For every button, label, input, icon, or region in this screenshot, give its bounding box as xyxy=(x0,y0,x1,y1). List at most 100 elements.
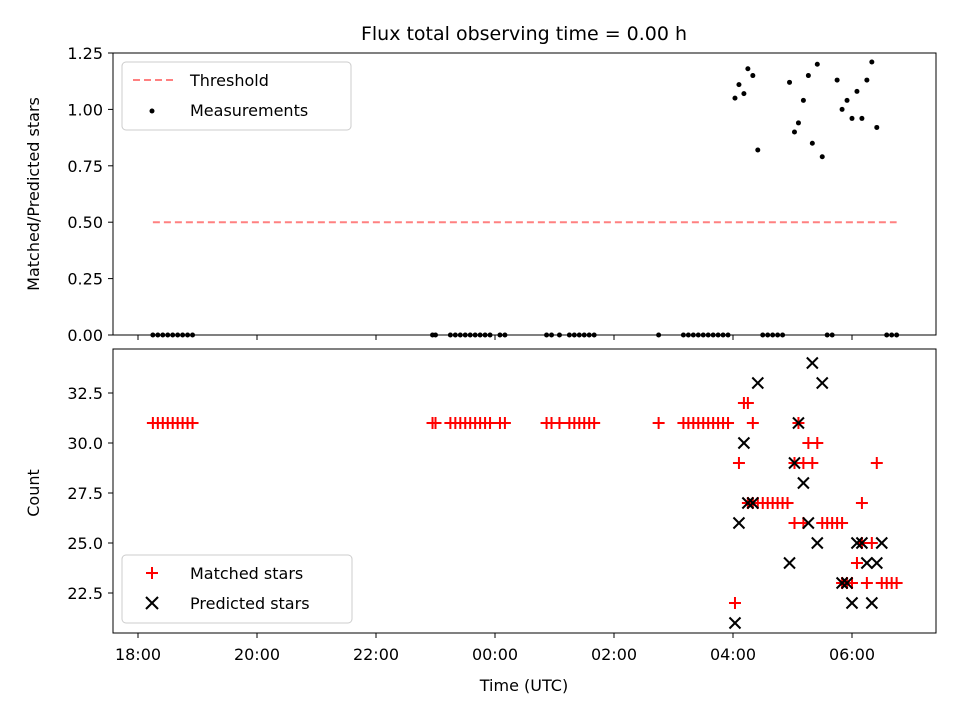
measurement-point xyxy=(175,332,181,338)
predicted-stars-points xyxy=(728,356,888,630)
measurement-point xyxy=(800,97,806,103)
matched-star-point xyxy=(890,577,903,589)
bottom-x-label: Time (UTC) xyxy=(479,676,568,695)
measurement-point xyxy=(736,82,742,88)
bottom-y-label: Count xyxy=(24,469,43,517)
measurement-point xyxy=(889,332,895,338)
measurement-point xyxy=(809,140,815,146)
measurement-point xyxy=(849,115,855,121)
measurement-point xyxy=(854,88,860,94)
matched-star-point xyxy=(588,417,601,429)
top-y-tick-label: 0.00 xyxy=(67,326,103,345)
matched-star-point xyxy=(870,457,883,469)
bottom-y-tick-label: 22.5 xyxy=(67,584,103,603)
measurement-point xyxy=(477,332,483,338)
legend-measurements-swatch xyxy=(149,108,155,114)
measurement-point xyxy=(487,332,493,338)
top-title: Flux total observing time = 0.00 h xyxy=(361,23,687,45)
bottom-legend-box xyxy=(121,554,353,624)
matched-star-point xyxy=(746,417,759,429)
measurement-point xyxy=(765,332,771,338)
bottom-x-tick-label: 02:00 xyxy=(591,645,637,664)
measurement-point xyxy=(571,332,577,338)
measurement-point xyxy=(824,332,830,338)
measurement-point xyxy=(819,154,825,160)
top-y-label: Matched/Predicted stars xyxy=(24,97,43,291)
matched-star-point xyxy=(850,557,863,569)
measurement-point xyxy=(482,332,488,338)
measurement-point xyxy=(859,115,865,121)
measurement-point xyxy=(760,332,766,338)
measurement-point xyxy=(556,332,562,338)
matched-star-point xyxy=(781,497,794,509)
measurement-point xyxy=(190,332,196,338)
measurement-point xyxy=(165,332,171,338)
matched-star-point xyxy=(722,417,735,429)
measurement-point xyxy=(185,332,191,338)
matched-star-point xyxy=(741,397,754,409)
predicted-star-point xyxy=(737,436,751,450)
measurement-point xyxy=(869,59,875,65)
measurement-point xyxy=(755,147,761,153)
measurement-point xyxy=(497,332,503,338)
legend-predicted-label: Predicted stars xyxy=(190,594,310,613)
predicted-star-point xyxy=(741,496,755,510)
measurement-point xyxy=(180,332,186,338)
predicted-star-point xyxy=(816,376,829,390)
measurement-point xyxy=(710,332,716,338)
predicted-star-point xyxy=(802,516,815,530)
measurement-point xyxy=(160,332,166,338)
measurement-point xyxy=(591,332,597,338)
matched-star-point xyxy=(865,537,878,549)
measurement-point xyxy=(834,77,840,83)
bottom-legend: Matched stars Predicted stars xyxy=(121,554,353,624)
measurement-point xyxy=(467,332,473,338)
measurement-point xyxy=(705,332,711,338)
bottom-y-ticks: 22.5 25.0 27.5 30.0 32.5 xyxy=(67,384,113,603)
predicted-star-point xyxy=(855,536,869,550)
matched-star-point xyxy=(860,577,873,589)
top-y-tick-label: 0.75 xyxy=(67,157,103,176)
predicted-star-point xyxy=(797,476,810,490)
measurement-point xyxy=(170,332,176,338)
measurement-point xyxy=(745,66,751,72)
measurement-point xyxy=(720,332,726,338)
measurement-point xyxy=(462,332,468,338)
matched-star-point xyxy=(855,497,868,509)
measurement-point xyxy=(814,61,820,67)
measurement-point xyxy=(680,332,686,338)
bottom-x-tick-label: 22:00 xyxy=(353,645,399,664)
matched-star-point xyxy=(186,417,199,429)
predicted-star-point xyxy=(870,556,883,570)
top-y-ticks: 0.00 0.25 0.50 0.75 1.00 1.25 xyxy=(67,44,113,345)
predicted-star-point xyxy=(865,596,879,610)
matched-star-point xyxy=(732,457,745,469)
measurement-point xyxy=(787,79,793,85)
bottom-y-tick-label: 30.0 xyxy=(67,434,103,453)
measurement-point xyxy=(447,332,453,338)
measurement-point xyxy=(472,332,478,338)
predicted-star-point xyxy=(835,576,849,590)
measurement-point xyxy=(874,124,880,130)
matched-star-point xyxy=(652,417,665,429)
top-legend: Threshold Measurements xyxy=(121,61,352,131)
predicted-star-point xyxy=(875,536,888,550)
measurement-point xyxy=(795,120,801,126)
predicted-star-point xyxy=(728,616,742,630)
bottom-x-ticks: 18:00 20:00 22:00 00:00 02:00 04:00 06:00 xyxy=(115,633,875,664)
measurement-point xyxy=(576,332,582,338)
measurement-point xyxy=(566,332,572,338)
measurement-point xyxy=(433,332,438,338)
matched-star-point xyxy=(728,597,741,609)
measurement-point xyxy=(690,332,696,338)
top-y-tick-label: 0.25 xyxy=(67,270,103,289)
measurement-point xyxy=(581,332,587,338)
top-y-tick-label: 1.00 xyxy=(67,100,103,119)
measurement-point xyxy=(700,332,706,338)
measurement-point xyxy=(725,332,731,338)
measurement-point xyxy=(770,332,776,338)
measurement-point xyxy=(894,332,900,338)
measurement-point xyxy=(839,106,845,112)
predicted-star-point xyxy=(860,556,874,570)
